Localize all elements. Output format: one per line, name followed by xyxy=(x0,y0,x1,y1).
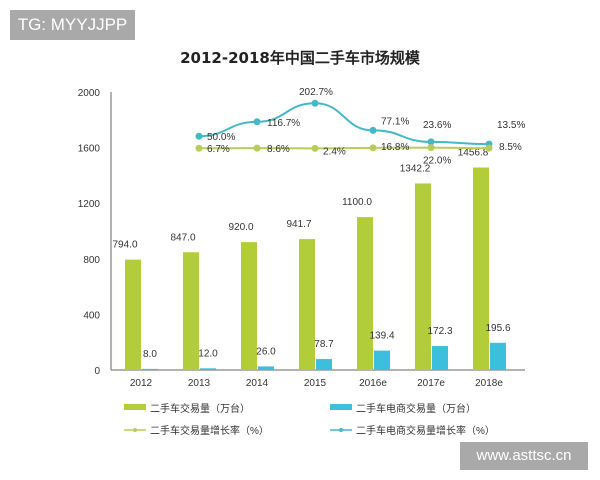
legend-marker xyxy=(339,428,343,432)
bar-used-car-volume xyxy=(241,242,257,370)
data-label-ecommerce-volume: 26.0 xyxy=(256,346,276,357)
ecommerce-growth-label: 202.7% xyxy=(299,87,333,98)
x-tick-label: 2012 xyxy=(130,378,153,389)
volume-growth-label: 8.5% xyxy=(499,142,522,153)
legend-label: 二手车交易量（万台） xyxy=(150,402,250,415)
legend-swatch xyxy=(330,404,352,410)
ecommerce-growth-label: 50.0% xyxy=(207,132,235,143)
x-tick-label: 2017e xyxy=(417,378,445,389)
ecommerce-growth-label: 116.7% xyxy=(267,118,300,129)
data-label-used-car-volume: 847.0 xyxy=(170,232,195,243)
bar-used-car-volume xyxy=(473,167,489,370)
volume-growth-point xyxy=(427,144,435,152)
data-label-used-car-volume: 1456.8 xyxy=(458,148,489,159)
chart-title: 2012-2018年中国二手车市场规模 xyxy=(180,49,420,67)
bar-ecommerce-volume xyxy=(316,359,332,370)
ecommerce-growth-point xyxy=(253,118,261,126)
ecommerce-growth-point xyxy=(195,132,203,140)
bar-used-car-volume xyxy=(299,239,315,370)
volume-growth-point xyxy=(253,144,261,152)
ecommerce-growth-point xyxy=(427,138,435,146)
y-tick-label: 400 xyxy=(83,310,100,321)
bar-used-car-volume xyxy=(357,217,373,370)
volume-growth-label: 16.8% xyxy=(381,142,409,153)
data-label-ecommerce-volume: 195.6 xyxy=(485,323,510,334)
bar-ecommerce-volume xyxy=(142,368,158,370)
y-tick-label: 2000 xyxy=(78,88,101,99)
volume-growth-line xyxy=(198,146,490,150)
volume-growth-point xyxy=(311,144,319,152)
x-tick-label: 2014 xyxy=(246,378,269,389)
watermark-bottom: www.asttsc.cn xyxy=(460,442,588,470)
ecommerce-growth-point xyxy=(311,99,319,107)
data-label-used-car-volume: 1342.2 xyxy=(400,163,431,174)
x-tick-label: 2018e xyxy=(475,378,503,389)
data-label-ecommerce-volume: 139.4 xyxy=(369,331,394,342)
volume-growth-label: 6.7% xyxy=(207,144,230,155)
watermark-top: TG: MYYJJPP xyxy=(10,10,135,40)
data-label-ecommerce-volume: 78.7 xyxy=(314,339,334,350)
data-label-used-car-volume: 1100.0 xyxy=(342,197,372,208)
y-tick-label: 0 xyxy=(94,366,100,377)
data-label-used-car-volume: 920.0 xyxy=(228,222,253,233)
x-tick-label: 2015 xyxy=(304,378,327,389)
volume-growth-point xyxy=(195,144,203,152)
ecommerce-growth-label: 13.5% xyxy=(497,120,525,131)
x-tick-label: 2013 xyxy=(188,378,211,389)
volume-growth-label: 8.6% xyxy=(267,144,290,155)
bar-used-car-volume xyxy=(183,252,199,370)
ecommerce-growth-point xyxy=(369,126,377,134)
ecommerce-growth-label: 23.6% xyxy=(423,120,451,131)
bar-ecommerce-volume xyxy=(432,346,448,370)
data-label-used-car-volume: 941.7 xyxy=(286,219,311,230)
bar-used-car-volume xyxy=(125,259,141,370)
legend-label: 二手车交易量增长率（%） xyxy=(150,424,269,437)
data-label-used-car-volume: 794.0 xyxy=(112,240,137,251)
volume-growth-point xyxy=(485,144,493,152)
y-tick-label: 1600 xyxy=(78,144,101,155)
data-label-ecommerce-volume: 8.0 xyxy=(143,349,157,360)
legend-swatch xyxy=(124,404,146,410)
bar-ecommerce-volume xyxy=(200,368,216,370)
y-tick-label: 1200 xyxy=(78,199,101,210)
legend-marker xyxy=(133,428,137,432)
bar-ecommerce-volume xyxy=(490,342,506,370)
data-label-ecommerce-volume: 12.0 xyxy=(198,348,218,359)
ecommerce-growth-label: 77.1% xyxy=(381,116,409,127)
legend-label: 二手车电商交易量（万台） xyxy=(356,402,476,415)
volume-growth-label: 22.0% xyxy=(423,156,451,167)
bar-ecommerce-volume xyxy=(374,350,390,370)
volume-growth-point xyxy=(369,144,377,152)
x-tick-label: 2016e xyxy=(359,378,387,389)
bar-used-car-volume xyxy=(415,183,431,370)
data-label-ecommerce-volume: 172.3 xyxy=(427,326,452,337)
volume-growth-label: 2.4% xyxy=(323,146,346,157)
bar-ecommerce-volume xyxy=(258,366,274,370)
y-tick-label: 800 xyxy=(83,255,100,266)
legend-label: 二手车电商交易量增长率（%） xyxy=(356,424,495,437)
